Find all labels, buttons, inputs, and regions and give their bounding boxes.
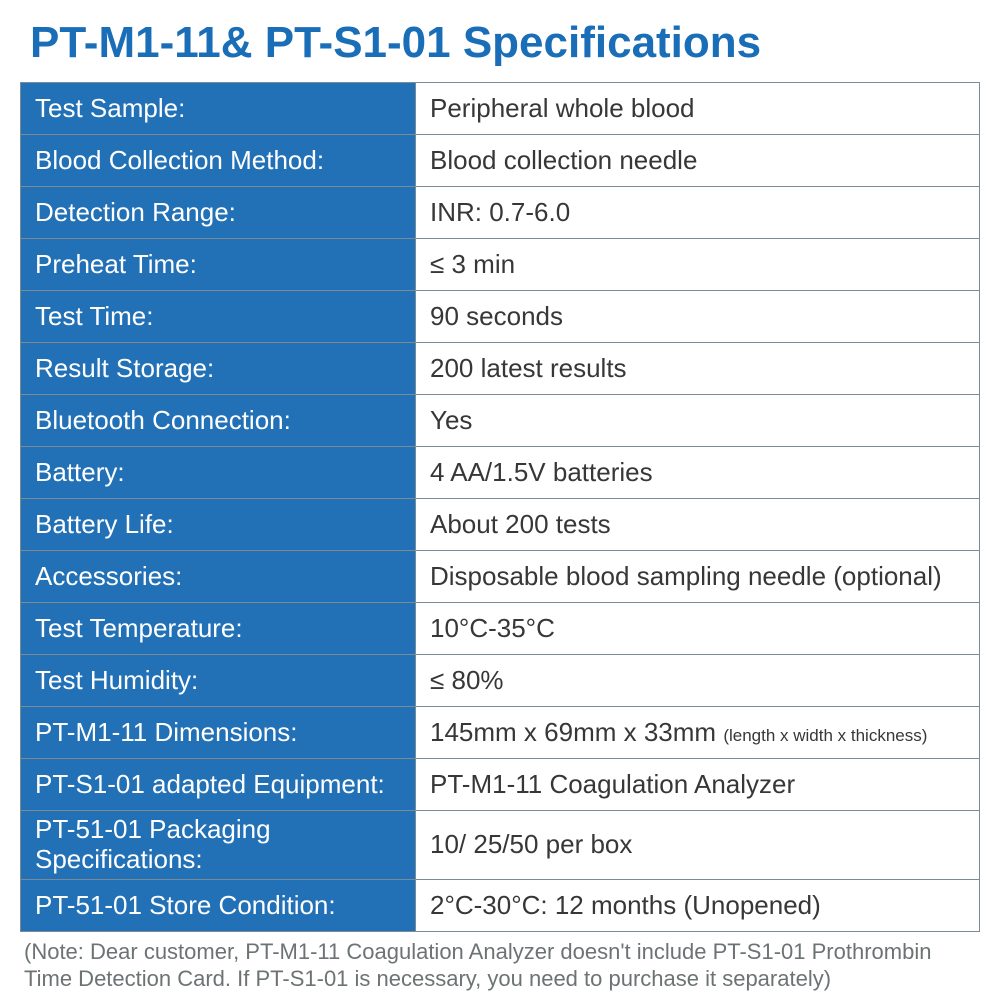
table-row: PT-51-01 Store Condition:2°C-30°C: 12 mo… bbox=[21, 879, 980, 931]
spec-value: Yes bbox=[416, 395, 980, 447]
spec-label: Test Humidity: bbox=[21, 655, 416, 707]
spec-value-aside: (length x width x thickness) bbox=[723, 726, 927, 745]
spec-value: Disposable blood sampling needle (option… bbox=[416, 551, 980, 603]
spec-value: ≤ 80% bbox=[416, 655, 980, 707]
spec-value: 10/ 25/50 per box bbox=[416, 811, 980, 880]
table-row: Battery Life:About 200 tests bbox=[21, 499, 980, 551]
spec-label: Bluetooth Connection: bbox=[21, 395, 416, 447]
spec-label: PT-S1-01 adapted Equipment: bbox=[21, 759, 416, 811]
spec-value: 200 latest results bbox=[416, 343, 980, 395]
spec-value: 4 AA/1.5V batteries bbox=[416, 447, 980, 499]
table-row: Result Storage:200 latest results bbox=[21, 343, 980, 395]
spec-value-text: 145mm x 69mm x 33mm bbox=[430, 717, 716, 747]
spec-label: PT-M1-11 Dimensions: bbox=[21, 707, 416, 759]
spec-value: ≤ 3 min bbox=[416, 239, 980, 291]
spec-value: 2°C-30°C: 12 months (Unopened) bbox=[416, 879, 980, 931]
spec-label: Battery: bbox=[21, 447, 416, 499]
spec-label: Detection Range: bbox=[21, 187, 416, 239]
table-row: Battery:4 AA/1.5V batteries bbox=[21, 447, 980, 499]
spec-label: Test Temperature: bbox=[21, 603, 416, 655]
table-row: Test Time:90 seconds bbox=[21, 291, 980, 343]
table-row: PT-M1-11 Dimensions:145mm x 69mm x 33mm … bbox=[21, 707, 980, 759]
spec-table: Test Sample:Peripheral whole bloodBlood … bbox=[20, 82, 980, 932]
spec-label: Preheat Time: bbox=[21, 239, 416, 291]
spec-label: Test Sample: bbox=[21, 83, 416, 135]
spec-value: Blood collection needle bbox=[416, 135, 980, 187]
table-row: Test Humidity:≤ 80% bbox=[21, 655, 980, 707]
spec-label: Result Storage: bbox=[21, 343, 416, 395]
table-row: PT-51-01 Packaging Specifications:10/ 25… bbox=[21, 811, 980, 880]
spec-value: 90 seconds bbox=[416, 291, 980, 343]
table-row: PT-S1-01 adapted Equipment:PT-M1-11 Coag… bbox=[21, 759, 980, 811]
table-row: Test Sample:Peripheral whole blood bbox=[21, 83, 980, 135]
spec-label: Blood Collection Method: bbox=[21, 135, 416, 187]
spec-value: Peripheral whole blood bbox=[416, 83, 980, 135]
table-row: Blood Collection Method:Blood collection… bbox=[21, 135, 980, 187]
table-row: Test Temperature:10°C-35°C bbox=[21, 603, 980, 655]
spec-label: Accessories: bbox=[21, 551, 416, 603]
table-row: Detection Range:INR: 0.7-6.0 bbox=[21, 187, 980, 239]
table-row: Preheat Time:≤ 3 min bbox=[21, 239, 980, 291]
spec-value: About 200 tests bbox=[416, 499, 980, 551]
table-row: Bluetooth Connection:Yes bbox=[21, 395, 980, 447]
footnote: (Note: Dear customer, PT-M1-11 Coagulati… bbox=[20, 932, 980, 993]
spec-label: Test Time: bbox=[21, 291, 416, 343]
spec-value: 10°C-35°C bbox=[416, 603, 980, 655]
spec-label: PT-51-01 Store Condition: bbox=[21, 879, 416, 931]
spec-value: INR: 0.7-6.0 bbox=[416, 187, 980, 239]
spec-value: 145mm x 69mm x 33mm (length x width x th… bbox=[416, 707, 980, 759]
page-title: PT-M1-11& PT-S1-01 Specifications bbox=[20, 18, 980, 82]
spec-label: Battery Life: bbox=[21, 499, 416, 551]
spec-label: PT-51-01 Packaging Specifications: bbox=[21, 811, 416, 880]
table-row: Accessories:Disposable blood sampling ne… bbox=[21, 551, 980, 603]
spec-value: PT-M1-11 Coagulation Analyzer bbox=[416, 759, 980, 811]
